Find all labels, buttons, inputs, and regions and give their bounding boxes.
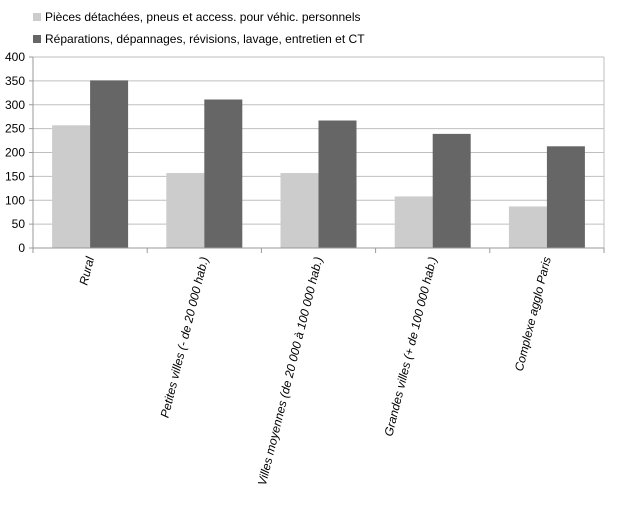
legend-label-2: Réparations, dépannages, révisions, lava… <box>45 32 365 46</box>
legend: Pièces détachées, pneus et access. pour … <box>33 10 365 46</box>
bar-series2-cat2 <box>204 99 243 248</box>
x-tick-label: Villes moyennes (de 20 000 à 100 000 hab… <box>255 255 326 487</box>
y-tick-label: 250 <box>5 122 25 136</box>
y-tick-label: 350 <box>5 74 25 88</box>
axes <box>29 56 605 253</box>
x-tick-label: Rural <box>76 255 97 287</box>
y-tick-label: 200 <box>5 146 25 160</box>
y-tick-label: 150 <box>5 169 25 183</box>
y-tick-label: 0 <box>18 241 25 255</box>
x-tick-labels: Rural Petites villes (- de 20 000 hab.) Vi… <box>76 255 553 487</box>
legend-swatch-1 <box>33 13 41 21</box>
y-tick-label: 50 <box>12 217 26 231</box>
x-tick-label: Petites villes (- de 20 000 hab.) <box>158 255 212 419</box>
bar-series2-cat3 <box>318 120 357 248</box>
y-tick-label: 100 <box>5 193 25 207</box>
bar-series2-cat5 <box>546 146 585 248</box>
bars <box>52 80 585 249</box>
bar-series1-cat1 <box>52 125 91 248</box>
bar-series1-cat3 <box>280 173 319 248</box>
y-tick-labels: 0 50 100 150 200 250 300 350 400 <box>5 50 25 255</box>
legend-swatch-2 <box>33 35 41 43</box>
bar-series1-cat5 <box>508 206 547 248</box>
legend-label-1: Pièces détachées, pneus et access. pour … <box>45 10 361 24</box>
bar-series2-cat4 <box>432 133 471 248</box>
x-tick-label: Grandes villes (+ de 100 000 hab.) <box>381 255 439 437</box>
bar-series1-cat2 <box>166 173 205 248</box>
y-tick-label: 400 <box>5 50 25 64</box>
x-tick-label: Complexe agglo Paris <box>512 255 554 372</box>
bar-series1-cat4 <box>394 196 433 248</box>
bar-series2-cat1 <box>90 80 129 249</box>
y-tick-label: 300 <box>5 98 25 112</box>
